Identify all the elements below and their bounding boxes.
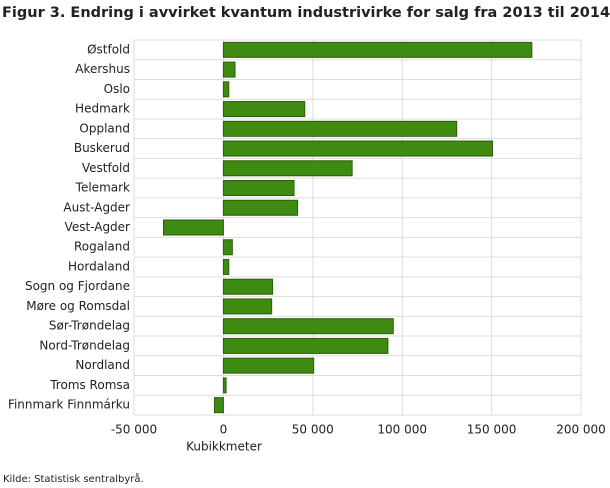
bar: [222, 239, 233, 256]
y-tick-label: Nordland: [75, 358, 130, 372]
bar: [222, 318, 394, 335]
bar: [222, 160, 353, 177]
y-tick-label: Troms Romsa: [49, 378, 130, 392]
y-tick-label: Vest-Agder: [65, 220, 131, 234]
y-tick-label: Rogaland: [74, 240, 130, 254]
y-tick-label: Sør-Trøndelag: [49, 319, 130, 333]
bar: [222, 337, 389, 354]
bar: [213, 397, 224, 414]
y-tick-label: Finnmark Finnmárku: [8, 398, 130, 412]
y-tick-label: Vestfold: [82, 161, 130, 175]
x-tick-label: 200 000: [556, 423, 606, 437]
bar: [222, 140, 493, 157]
bar: [222, 258, 230, 275]
x-tick-label: 0: [220, 423, 228, 437]
bar: [222, 41, 533, 58]
bar: [222, 357, 315, 374]
bar: [163, 219, 224, 236]
bar: [222, 180, 295, 197]
bar: [222, 278, 274, 295]
bar: [222, 120, 458, 137]
x-axis-label: Kubikkmeter: [186, 440, 262, 454]
x-tick-label: -50 000: [111, 423, 157, 437]
bar: [222, 61, 236, 78]
y-tick-label: Oppland: [79, 121, 130, 135]
x-tick-label: 100 000: [377, 423, 427, 437]
x-tick-label: 50 000: [292, 423, 334, 437]
y-tick-label: Møre og Romsdal: [26, 299, 130, 313]
y-tick-label: Aust-Agder: [63, 200, 130, 214]
bar: [222, 199, 299, 216]
y-tick-label: Sogn og Fjordane: [25, 279, 130, 293]
y-tick-label: Akershus: [75, 62, 130, 76]
y-tick-label: Oslo: [104, 82, 130, 96]
y-tick-label: Hordaland: [68, 259, 130, 273]
bar: [222, 298, 273, 315]
y-tick-label: Buskerud: [74, 141, 130, 155]
y-tick-label: Hedmark: [75, 102, 130, 116]
bar: [222, 377, 227, 394]
y-tick-label: Telemark: [75, 181, 130, 195]
y-tick-label: Østfold: [87, 42, 130, 56]
source: Kilde: Statistisk sentralbyrå.: [3, 472, 144, 485]
y-tick-label: Nord-Trøndelag: [39, 338, 130, 352]
x-tick-label: 150 000: [467, 423, 517, 437]
bar: [222, 101, 306, 118]
bar: [222, 81, 230, 98]
chart-title: Figur 3. Endring i avvirket kvantum indu…: [2, 5, 610, 21]
